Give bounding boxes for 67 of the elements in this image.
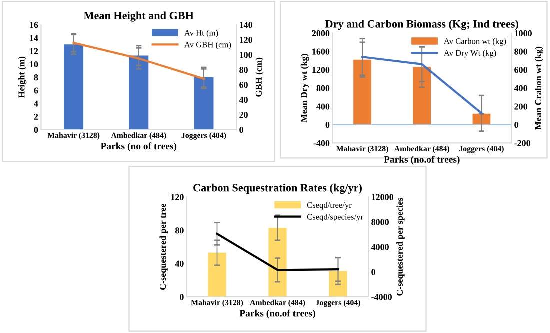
bar — [472, 114, 491, 125]
bar — [329, 271, 348, 298]
y-tick-label: 400 — [316, 104, 330, 110]
y2-tick-label: 12000 — [372, 194, 394, 200]
x-axis-title: Parks (no of trees) — [100, 142, 177, 152]
legend-label: Av GBH (cm) — [184, 42, 232, 50]
y2-tick-label: 400 — [514, 85, 528, 92]
y2-tick-label: 140 — [240, 22, 252, 28]
y2-tick-label: 200 — [514, 104, 528, 110]
y-axis-title: Mean Dry wt (kg) — [300, 54, 310, 123]
legend-label: Av Dry Wt (kg) — [444, 50, 496, 58]
y-tick-label: 1200 — [312, 67, 330, 74]
y-tick-label: 6 — [34, 88, 38, 94]
y-tick-label: 0 — [326, 122, 330, 128]
y2-tick-label: -200 — [514, 140, 530, 146]
y2-tick-label: -4000 — [372, 294, 392, 300]
y2-axis-title: C-sequestered per species — [396, 198, 405, 296]
y-axis-title: Height (m) — [18, 56, 27, 98]
legend-label: Cseqd/species/yr — [307, 214, 364, 222]
y2-tick-label: 60 — [240, 82, 248, 88]
y2-axis-title: GBH (cm) — [256, 58, 264, 97]
legend-label: Av Ht (m) — [184, 30, 218, 38]
y-tick-label: 10 — [30, 61, 38, 68]
y2-tick-label: 0 — [240, 127, 244, 134]
legend-label: Av Carbon wt (kg) — [444, 38, 506, 46]
y2-tick-label: 120 — [240, 37, 252, 44]
bar — [129, 56, 149, 130]
y-axis-title: C-sequestered per tree — [160, 204, 168, 290]
y-tick-label: 80 — [175, 228, 184, 234]
y2-tick-label: 800 — [514, 48, 528, 55]
y-tick-label: 800 — [316, 85, 330, 92]
y-tick-label: 8 — [34, 74, 38, 81]
y-tick-label: 2000 — [312, 30, 330, 37]
chart-title: Mean Height and GBH — [84, 12, 194, 22]
y2-tick-label: 1000 — [515, 30, 532, 37]
x-axis-title: Parks (no.of trees) — [384, 156, 460, 165]
y2-tick-label: 0 — [372, 269, 376, 276]
y2-tick-label: 80 — [240, 67, 248, 74]
bar — [208, 252, 226, 298]
y2-tick-label: 0 — [514, 122, 518, 128]
y-tick-label: 120 — [171, 194, 184, 200]
y2-tick-label: 600 — [514, 67, 528, 74]
bar — [64, 44, 84, 130]
y-tick-label: 40 — [175, 260, 184, 267]
y2-tick-label: 100 — [240, 52, 252, 58]
y-tick-label: 0 — [34, 127, 38, 134]
chart-title: Carbon Sequestration Rates (kg/yr) — [194, 184, 362, 194]
chart-title: Dry and Carbon Biomass (Kg; Ind trees) — [326, 20, 518, 30]
y-tick-label: 14 — [30, 35, 38, 42]
y2-tick-label: 20 — [240, 112, 248, 118]
y-tick-label: -400 — [314, 140, 330, 146]
y-tick-label: 0 — [180, 294, 184, 300]
y-tick-label: 12 — [30, 48, 38, 54]
y2-tick-label: 8000 — [372, 219, 389, 226]
y-tick-label: 4 — [34, 100, 38, 107]
y-tick-label: 2 — [34, 114, 38, 120]
y2-tick-label: 4000 — [371, 244, 389, 250]
y-tick-label: 16 — [30, 22, 38, 28]
bar — [354, 60, 372, 125]
x-axis-title: Parks (no.of trees) — [240, 310, 316, 319]
legend-label: Cseqd/tree/yr — [307, 202, 352, 210]
bar — [268, 228, 287, 298]
y-tick-label: 1600 — [312, 48, 330, 55]
y2-tick-label: 40 — [239, 97, 248, 104]
bar — [194, 77, 214, 130]
bar — [413, 67, 432, 125]
y2-axis-title: Mean Crabon wt (kg) — [535, 46, 544, 130]
